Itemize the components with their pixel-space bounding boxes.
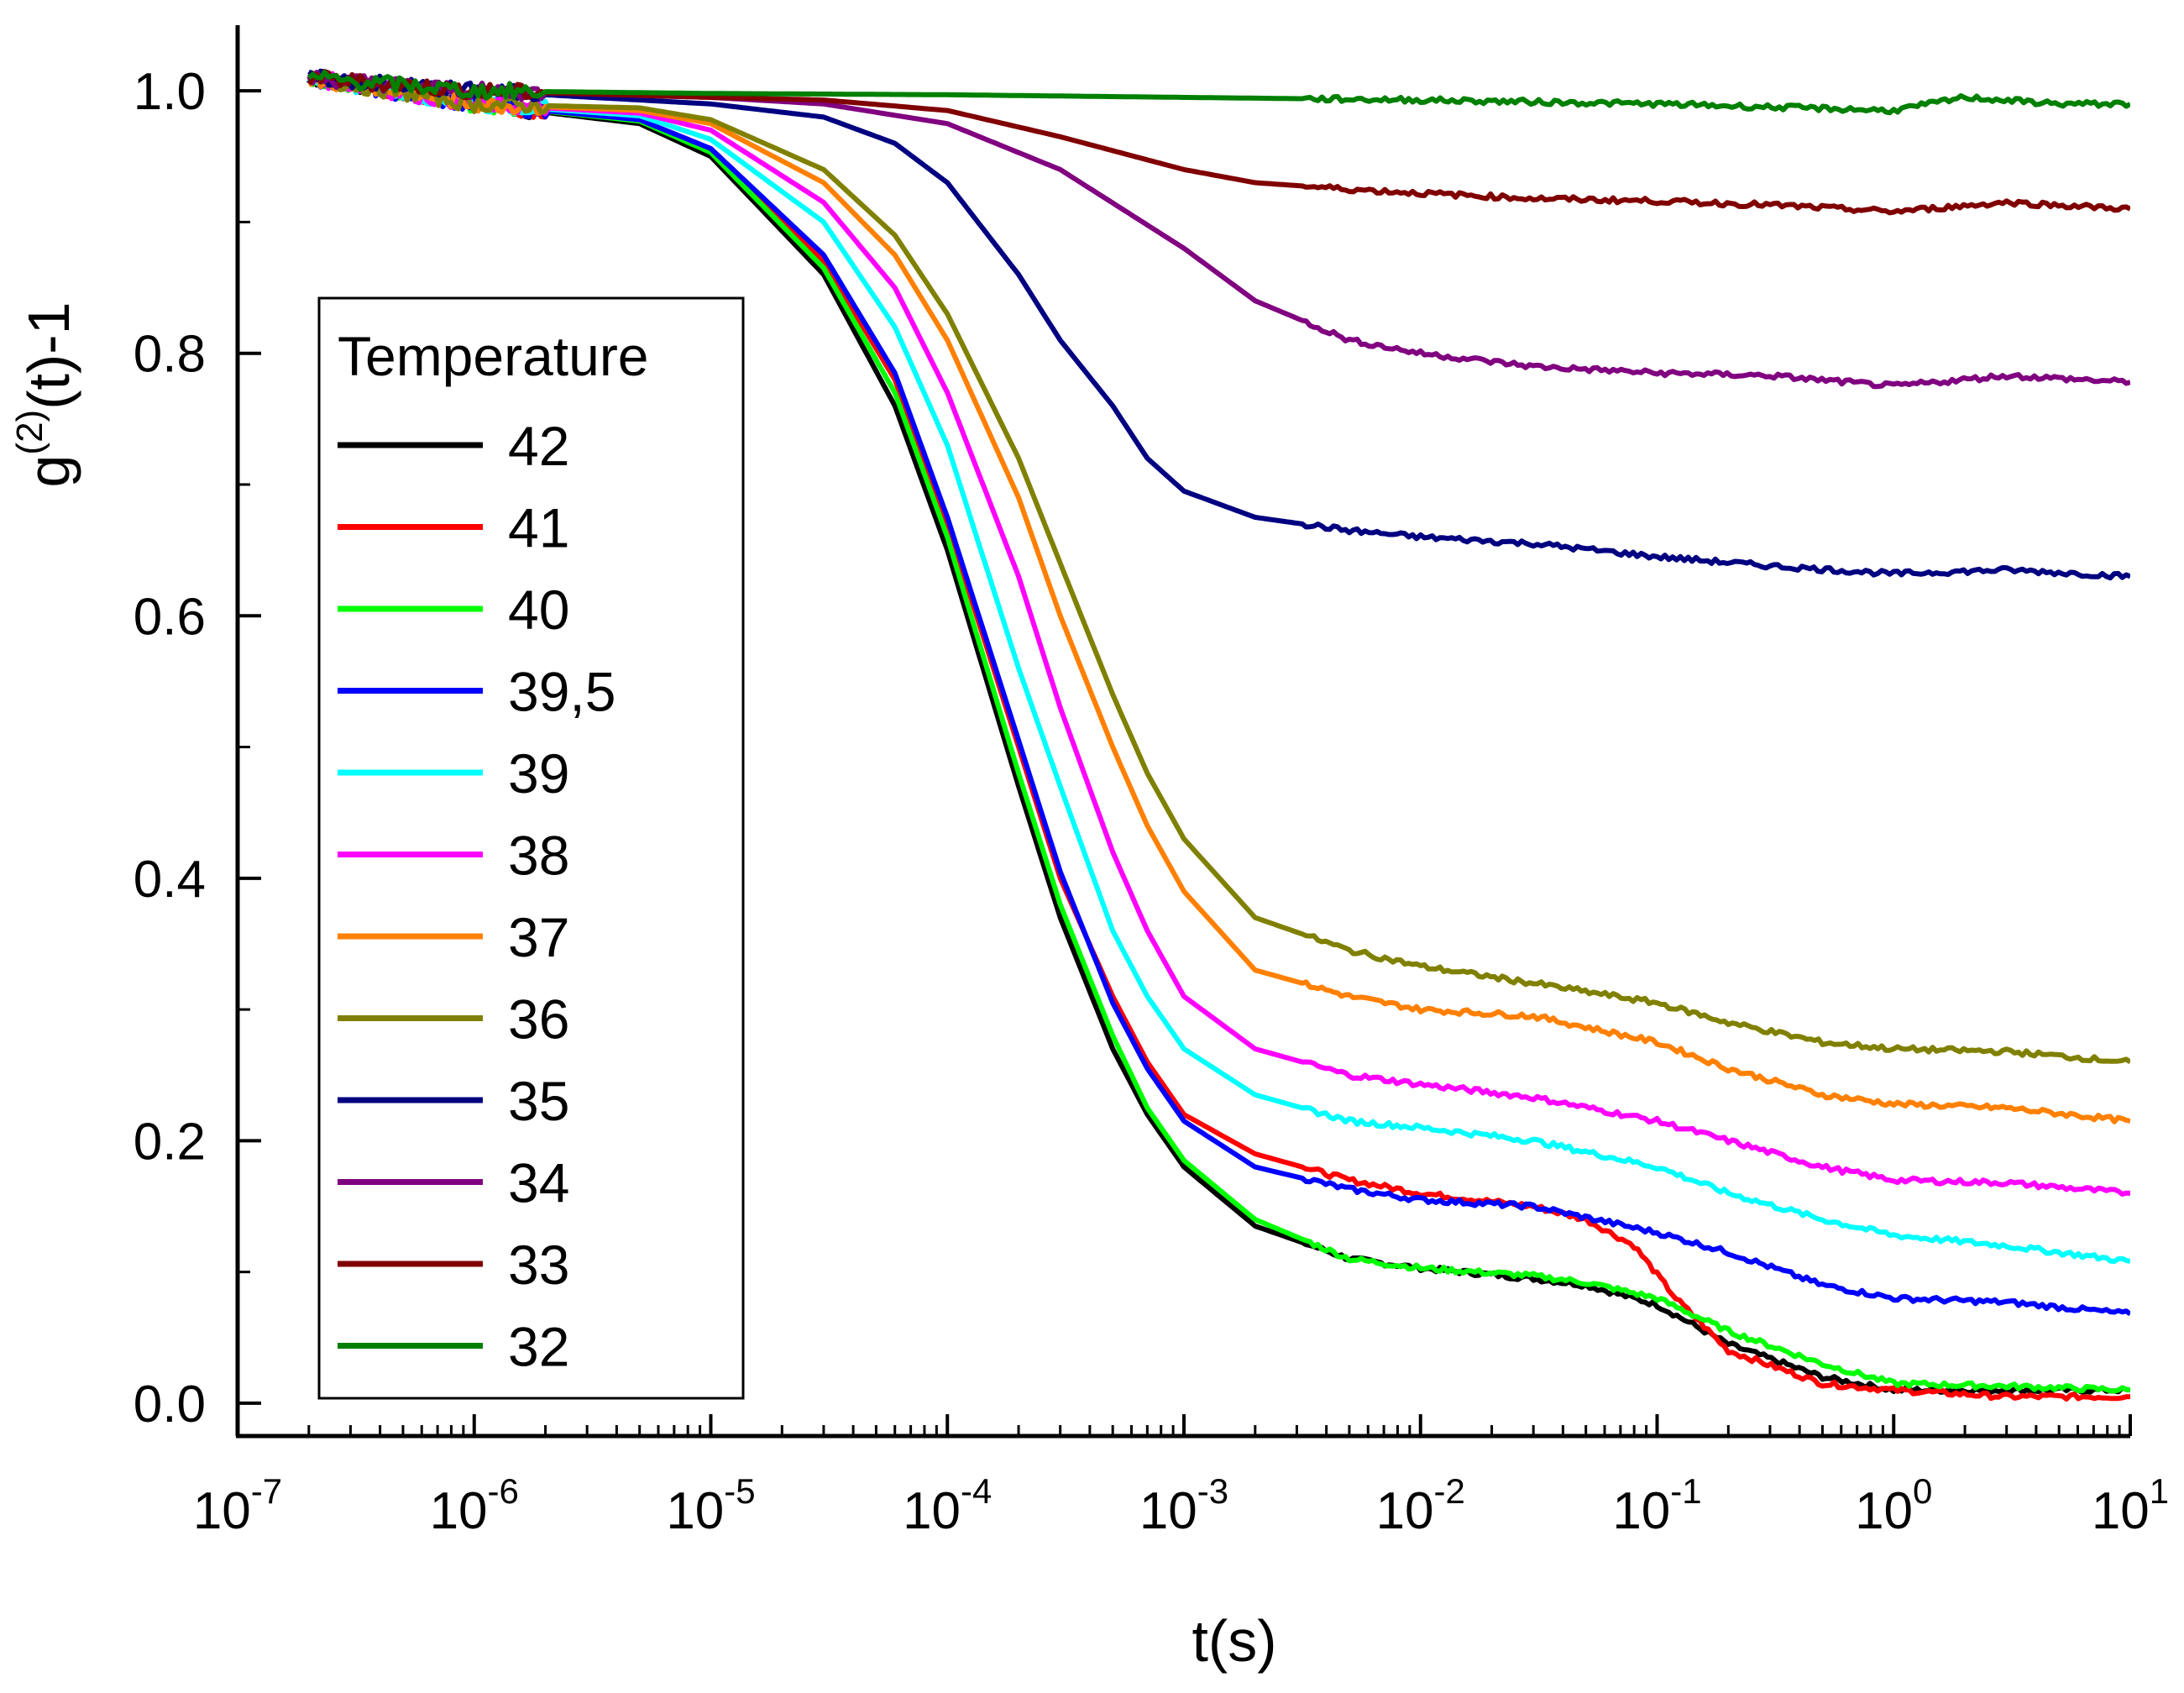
- legend-label: 36: [508, 988, 569, 1051]
- x-tick-label-base: 10: [1139, 1482, 1197, 1540]
- legend-box: [317, 296, 745, 1400]
- x-tick-label-exponent: -1: [1670, 1471, 1701, 1511]
- y-tick-label: 1.0: [134, 63, 206, 121]
- x-tick-label-exponent: -7: [251, 1471, 282, 1511]
- legend-label: 33: [508, 1234, 569, 1296]
- legend-label: 39,5: [508, 661, 615, 723]
- x-tick-label-base: 10: [1612, 1482, 1670, 1540]
- legend-label: 37: [508, 906, 569, 968]
- x-tick-label: 101: [2092, 1471, 2169, 1540]
- data-series: [306, 68, 2130, 1402]
- x-tick-label-base: 10: [1855, 1482, 1913, 1540]
- x-tick-label-exponent: -5: [724, 1471, 755, 1511]
- x-tick-label-exponent: 0: [1913, 1471, 1932, 1511]
- x-tick-label-base: 10: [1376, 1482, 1434, 1540]
- x-tick-label-base: 10: [666, 1482, 724, 1540]
- x-tick-label: 10-5: [666, 1471, 755, 1540]
- legend-label: 34: [508, 1152, 569, 1214]
- x-tick-label-exponent: 1: [2150, 1471, 2169, 1511]
- y-axis-title-suffix: (t)-1: [16, 301, 81, 409]
- y-tick-label: 0.4: [134, 851, 206, 909]
- x-tick-label-base: 10: [193, 1482, 251, 1540]
- x-tick-label-base: 10: [430, 1482, 488, 1540]
- legend-label: 40: [508, 579, 569, 641]
- series-line-32: [306, 70, 2130, 116]
- x-tick-label-exponent: -4: [961, 1471, 992, 1511]
- x-tick-label: 10-3: [1139, 1471, 1228, 1540]
- x-tick-label: 10-7: [193, 1471, 282, 1540]
- x-tick-label: 10-4: [903, 1471, 992, 1540]
- legend: Temperature 42 41 40 39,5 39 38 37 36 35 34 33 32: [317, 296, 745, 1400]
- y-tick-label: 0.8: [134, 326, 206, 384]
- series-line-35: [307, 68, 2130, 581]
- legend-label: 38: [508, 825, 569, 887]
- y-axis-ticks: 0.0 0.2 0.4 0.6 0.8 1.0: [134, 63, 261, 1434]
- legend-label: 41: [508, 497, 569, 559]
- legend-label: 39: [508, 742, 569, 805]
- x-tick-label: 10-2: [1376, 1471, 1465, 1540]
- x-tick-label-exponent: -6: [488, 1471, 519, 1511]
- x-axis-title: t(s): [1192, 1608, 1276, 1674]
- x-tick-label-exponent: -3: [1197, 1471, 1228, 1511]
- x-tick-label: 10-1: [1612, 1471, 1701, 1540]
- legend-label: 35: [508, 1070, 569, 1132]
- x-tick-label-base: 10: [2092, 1482, 2150, 1540]
- legend-title: Temperature: [338, 325, 649, 387]
- x-tick-label-exponent: -2: [1434, 1471, 1465, 1511]
- y-tick-label: 0.0: [134, 1376, 206, 1434]
- x-tick-label: 100: [1855, 1471, 1932, 1540]
- y-tick-label: 0.6: [134, 588, 206, 646]
- y-axis-title-base: g: [16, 455, 81, 488]
- series-line-36: [308, 70, 2130, 1065]
- x-tick-label: 10-6: [430, 1471, 519, 1540]
- legend-label: 32: [508, 1316, 569, 1378]
- x-tick-label-base: 10: [903, 1482, 961, 1540]
- legend-label: 42: [508, 415, 569, 477]
- y-axis-title-superscript: (2): [9, 410, 50, 455]
- y-tick-label: 0.2: [134, 1113, 206, 1171]
- x-axis-ticks: 10-7 10-6 10-5 10-4 10-3 10-2 10-1 100 101: [193, 1414, 2169, 1540]
- y-axis-title: g(2)(t)-1: [9, 301, 81, 487]
- series-line-39-5: [306, 71, 2130, 1317]
